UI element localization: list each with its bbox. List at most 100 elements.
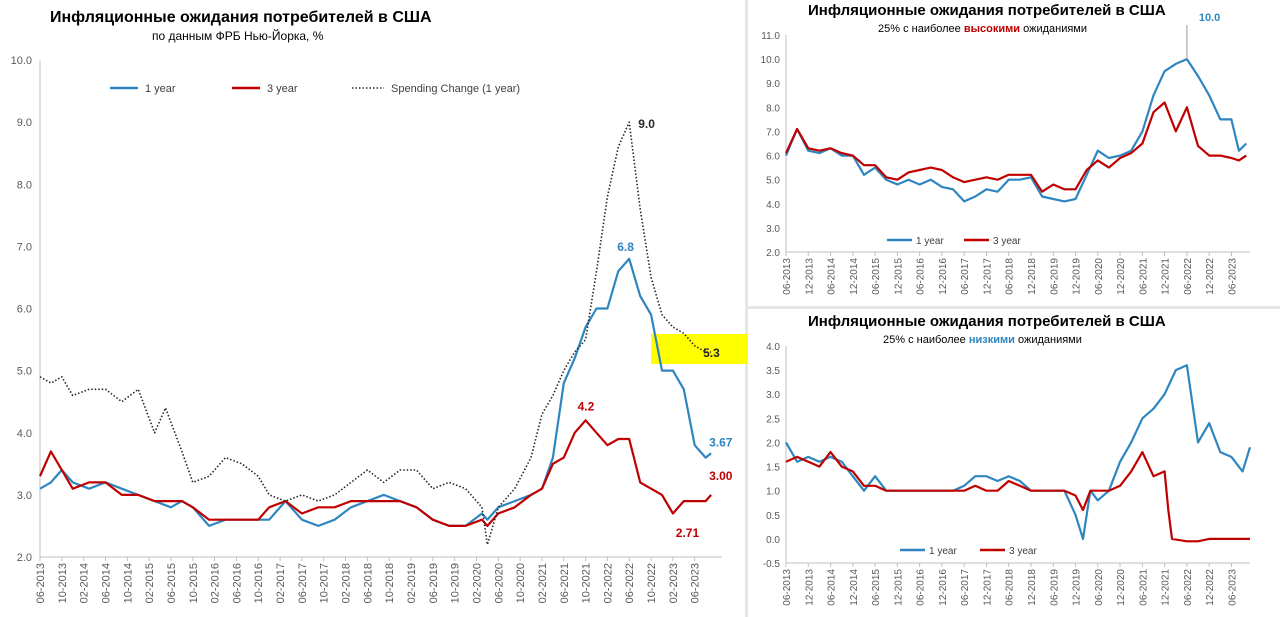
x-tick-label: 06-2013: [782, 258, 793, 295]
x-tick-label: 12-2014: [849, 258, 860, 295]
y-tick-label: 9.0: [17, 117, 32, 129]
x-tick-label: 06-2014: [827, 258, 838, 295]
y-tick-label: -0.5: [763, 559, 781, 570]
chart-low-svg: Инфляционные ожидания потребителей в США…: [763, 313, 1252, 606]
x-tick-label: 02-2015: [144, 563, 156, 603]
chart-low-legend: 1 year 3 year: [900, 546, 1037, 557]
y-tick-label: 3.0: [766, 390, 780, 401]
x-tick-label: 12-2013: [804, 569, 815, 606]
chart-low-title: Инфляционные ожидания потребителей в США: [808, 313, 1166, 330]
chart-high-subtitle-a: 25% с наиболее: [878, 23, 964, 35]
highlight-box: [651, 333, 760, 364]
x-tick-label: 06-2020: [1094, 258, 1105, 295]
x-tick-label: 06-2014: [100, 563, 112, 603]
y-tick-label: 3.0: [17, 490, 32, 502]
chart-high-plot: 2.0 3.0 4.0 5.0 6.0 7.0 8.0 9.0 10.0 11.0 06-2013 1…: [761, 12, 1250, 295]
x-tick-label: 12-2017: [982, 258, 993, 295]
x-tick-label: 12-2022: [1205, 569, 1216, 606]
x-tick-label: 06-2019: [1049, 569, 1060, 606]
x-tick-label: 02-2014: [79, 563, 91, 603]
x-tick-label: 02-2018: [341, 563, 353, 603]
x-tick-label: 10-2017: [319, 563, 331, 603]
x-tick-label: 12-2016: [938, 258, 949, 295]
x-tick-label: 12-2018: [1027, 258, 1038, 295]
x-tick-label: 06-2018: [362, 563, 374, 603]
x-tick-label: 06-2022: [624, 563, 636, 603]
y-tick-label: 10.0: [11, 55, 32, 67]
y-tick-label: 1.5: [766, 463, 780, 474]
y-tick-label: 5.0: [766, 176, 780, 187]
data-label: 3.67: [709, 435, 733, 449]
x-tick-label: 12-2019: [1072, 569, 1083, 606]
y-tick-label: 2.0: [17, 552, 32, 564]
x-tick-label: 12-2016: [938, 569, 949, 606]
x-tick-label: 02-2021: [537, 563, 549, 603]
x-tick-label: 12-2015: [893, 569, 904, 606]
x-tick-label: 06-2015: [871, 258, 882, 295]
x-tick-label: 02-2023: [668, 563, 680, 603]
x-tick-label: 02-2016: [210, 563, 222, 603]
series-line-1-year: [784, 57, 1248, 203]
x-tick-label: 06-2016: [916, 258, 927, 295]
data-label: 4.2: [578, 399, 595, 413]
y-tick-label: 2.0: [766, 248, 780, 259]
y-tick-label: 7.0: [17, 241, 32, 253]
chart-low-subtitle-b: низкими: [969, 334, 1015, 346]
legend-label-spending-change: Spending Change (1 year): [391, 83, 520, 95]
x-tick-label: 12-2019: [1072, 258, 1083, 295]
x-tick-label: 10-2018: [384, 563, 396, 603]
y-tick-label: 3.5: [766, 366, 780, 377]
x-tick-label: 06-2021: [1138, 258, 1149, 295]
chart-high-subtitle-b: высокими: [964, 23, 1020, 35]
legend-label-1-year: 1 year: [916, 236, 944, 247]
series-line-1-year: [39, 257, 712, 528]
x-tick-label: 06-2020: [493, 563, 505, 603]
y-tick-label: 4.0: [17, 428, 32, 440]
y-tick-label: 8.0: [17, 179, 32, 191]
series-line-1-year: [785, 364, 1252, 540]
x-tick-label: 06-2019: [428, 563, 440, 603]
x-tick-label: 06-2016: [916, 569, 927, 606]
chart-main-plot: 2.0 3.0 4.0 5.0 6.0 7.0 8.0 9.0 10.0 06-2013 10-20…: [11, 55, 760, 603]
y-tick-label: 6.0: [17, 304, 32, 316]
x-tick-label: 12-2020: [1116, 569, 1127, 606]
legend-label-3-year: 3 year: [1009, 546, 1037, 557]
x-tick-label: 06-2015: [871, 569, 882, 606]
x-tick-label: 06-2017: [960, 569, 971, 606]
data-label: 9.0: [638, 117, 655, 131]
x-tick-label: 02-2022: [602, 563, 614, 603]
panel-divider-vertical: [745, 0, 748, 617]
x-tick-label: 02-2017: [275, 563, 287, 603]
chart-high-expectations: Инфляционные ожидания потребителей в США…: [748, 0, 1280, 306]
x-tick-label: 10-2014: [122, 563, 134, 603]
y-tick-label: 11.0: [761, 31, 780, 42]
chart-low-subtitle-a: 25% с наиболее: [883, 334, 969, 346]
panel-divider-horizontal: [748, 306, 1280, 309]
x-tick-label: 10-2019: [450, 563, 462, 603]
x-tick-label: 12-2013: [804, 258, 815, 295]
chart-low-subtitle-c: ожиданиями: [1015, 334, 1082, 346]
y-tick-label: 6.0: [766, 152, 780, 163]
chart-high-svg: Инфляционные ожидания потребителей в США…: [761, 2, 1250, 295]
x-tick-label: 06-2014: [827, 569, 838, 606]
y-tick-label: 3.0: [766, 224, 780, 235]
y-tick-label: 9.0: [766, 79, 780, 90]
chart-main-subtitle: по данным ФРБ Нью-Йорка, %: [152, 28, 324, 43]
chart-high-legend: 1 year 3 year: [887, 236, 1021, 247]
x-tick-label: 06-2022: [1183, 258, 1194, 295]
y-tick-label: 8.0: [766, 103, 780, 114]
x-tick-label: 06-2018: [1005, 258, 1016, 295]
series-line-3-year: [785, 101, 1247, 193]
data-label: 10.0: [1199, 12, 1220, 24]
y-tick-label: 7.0: [766, 127, 780, 138]
chart-high-subtitle-c: ожиданиями: [1020, 23, 1087, 35]
x-tick-label: 10-2022: [646, 563, 658, 603]
x-tick-label: 12-2017: [982, 569, 993, 606]
x-tick-label: 06-2023: [1227, 258, 1238, 295]
y-tick-label: 4.0: [766, 342, 780, 353]
legend-label-3-year: 3 year: [993, 236, 1021, 247]
x-tick-label: 06-2022: [1183, 569, 1194, 606]
x-tick-label: 06-2013: [35, 563, 47, 603]
series-line-spending-change-1-year: [39, 121, 712, 546]
y-tick-label: 10.0: [761, 55, 781, 66]
